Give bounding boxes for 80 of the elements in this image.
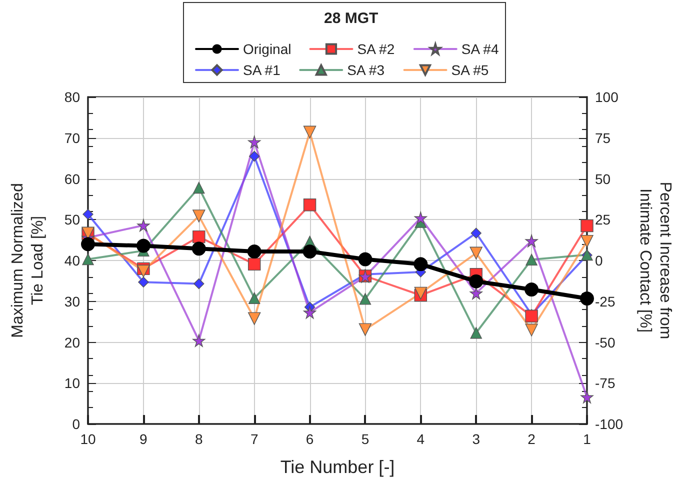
point: [82, 208, 94, 220]
point: [194, 278, 204, 290]
point: [358, 323, 372, 336]
y-tick-label: 20: [64, 334, 80, 350]
y-tick-label: 50: [64, 212, 80, 228]
x-axis-title: Tie Number [-]: [280, 457, 395, 477]
y2-tick-label: -75: [595, 375, 616, 392]
y2-tick-label: -25: [595, 293, 616, 310]
point: [248, 312, 261, 325]
y-tick-label: 10: [64, 375, 80, 392]
point: [192, 242, 206, 256]
point: [302, 244, 317, 259]
x-tick-label: 10: [80, 431, 96, 447]
legend-label: SA #1: [243, 62, 281, 78]
point: [469, 274, 484, 288]
legend-label: Original: [243, 41, 292, 57]
point: [470, 286, 482, 300]
y2-tick-label: 50: [595, 170, 611, 187]
y2-tick-label: 25: [595, 212, 611, 228]
x-tick-label: 3: [472, 431, 480, 447]
y-tick-label: 60: [64, 170, 80, 187]
point: [137, 219, 150, 232]
point: [524, 282, 539, 297]
y-tick-label: 40: [64, 252, 80, 268]
point: [525, 310, 538, 322]
point: [303, 126, 316, 138]
x-tick-label: 1: [583, 431, 592, 447]
point: [192, 230, 206, 244]
y2-tick-label: -100: [595, 416, 624, 432]
point: [414, 257, 428, 272]
point: [137, 264, 150, 278]
point: [248, 292, 260, 304]
point: [303, 198, 316, 212]
point: [138, 276, 149, 288]
point: [303, 306, 316, 319]
point: [525, 234, 538, 248]
point: [358, 252, 372, 266]
point: [192, 334, 206, 347]
y2-tick-label: 75: [595, 130, 611, 146]
y-tick-label: 70: [64, 130, 80, 146]
x-tick-label: 9: [140, 431, 148, 447]
y2-tick-label: -50: [595, 334, 616, 350]
x-tick-label: 8: [194, 431, 203, 447]
point: [248, 136, 261, 148]
point: [248, 150, 260, 162]
legend-label: SA #3: [347, 62, 385, 78]
y-tick-label: 80: [64, 89, 80, 105]
point: [414, 212, 428, 224]
point: [580, 390, 594, 404]
point: [82, 253, 94, 266]
x-tick-label: 5: [361, 431, 370, 447]
point: [470, 228, 482, 238]
point: [470, 327, 482, 339]
point: [192, 210, 206, 222]
y-axis-title: Maximum Normalized Tie Load [%]: [10, 183, 46, 338]
point: [81, 237, 95, 252]
point: [580, 292, 594, 306]
x-tick-label: 7: [250, 431, 258, 447]
y2-tick-label: 0: [595, 252, 603, 268]
legend-label: SA #5: [451, 62, 489, 78]
point: [525, 324, 538, 336]
point: [247, 244, 262, 259]
point: [248, 258, 261, 271]
y-tick-label: 0: [72, 416, 80, 432]
x-tick-label: 2: [528, 431, 536, 447]
point: [136, 238, 150, 253]
legend-label: SA #4: [461, 41, 499, 57]
x-tick-label: 6: [306, 431, 314, 447]
y2-axis-title: Percent Increase from Intimate Contact [%]: [636, 182, 674, 340]
legend-label: SA #2: [357, 41, 395, 57]
y-tick-label: 30: [64, 293, 80, 310]
x-tick-label: 4: [416, 431, 425, 447]
y2-tick-label: 100: [595, 89, 619, 105]
point: [359, 293, 372, 305]
point: [193, 182, 205, 194]
point: [470, 246, 482, 260]
point: [580, 234, 594, 248]
point: [526, 254, 538, 266]
legend-title: 28 MGT: [324, 10, 378, 27]
point: [580, 219, 594, 232]
